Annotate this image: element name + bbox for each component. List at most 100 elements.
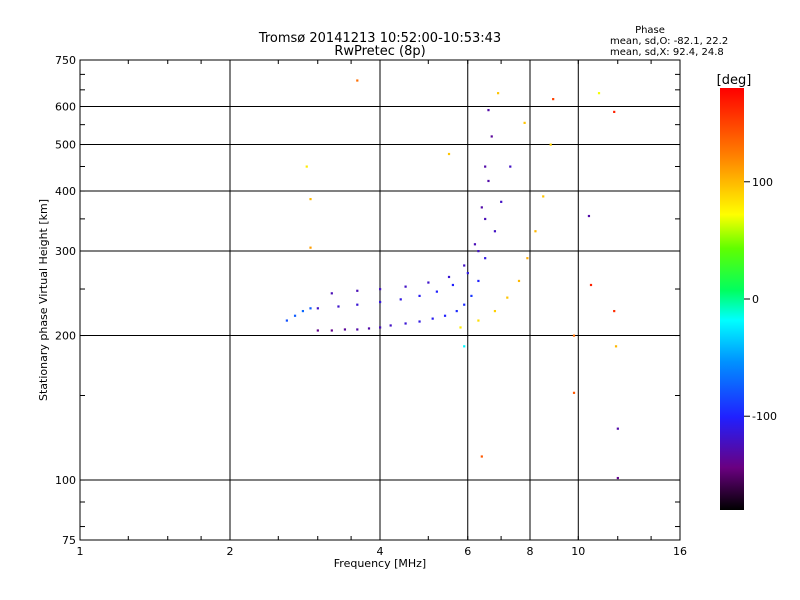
data-point xyxy=(316,307,319,310)
data-point xyxy=(473,243,477,246)
grid-lines xyxy=(80,60,680,540)
data-point xyxy=(613,309,616,313)
data-point xyxy=(480,206,483,209)
data-point xyxy=(379,288,382,291)
data-point xyxy=(506,296,509,299)
data-point xyxy=(285,319,288,322)
data-point xyxy=(572,334,576,337)
colorbar-tick-label: 0 xyxy=(752,293,759,306)
data-point xyxy=(367,327,371,330)
colorbar-tick-label: -100 xyxy=(752,410,777,423)
data-point xyxy=(484,257,487,260)
y-tick-label: 300 xyxy=(55,245,76,258)
x-axis-label: Frequency [MHz] xyxy=(334,557,426,570)
data-point xyxy=(552,98,555,101)
data-point xyxy=(330,329,333,332)
colorbar xyxy=(720,88,744,510)
data-point xyxy=(500,200,503,203)
data-point xyxy=(330,292,333,295)
x-tick-label: 10 xyxy=(571,545,585,558)
data-point xyxy=(477,279,480,283)
data-point xyxy=(463,264,466,267)
data-point xyxy=(487,179,490,183)
data-point xyxy=(517,279,521,283)
data-point xyxy=(451,283,455,287)
data-point xyxy=(597,92,601,95)
data-point xyxy=(309,307,312,310)
data-point xyxy=(293,314,297,317)
y-tick-label: 75 xyxy=(62,534,76,547)
data-point xyxy=(379,300,382,304)
data-point xyxy=(379,326,382,329)
data-point xyxy=(356,303,359,306)
data-point xyxy=(404,285,407,288)
data-point xyxy=(509,165,512,168)
data-point xyxy=(455,309,458,313)
y-tick-label: 500 xyxy=(55,139,76,152)
data-point xyxy=(523,121,526,124)
y-tick-label: 400 xyxy=(55,185,76,198)
data-point xyxy=(484,217,487,221)
data-point xyxy=(463,303,466,306)
chart-subtitle: RwPretec (8p) xyxy=(334,44,425,59)
data-point xyxy=(572,391,576,394)
y-tick-label: 600 xyxy=(55,101,76,114)
data-point xyxy=(418,294,421,297)
colorbar-ticks: 100 0 -100 xyxy=(744,176,777,423)
data-point xyxy=(447,152,451,156)
colorbar-label: [deg] xyxy=(717,73,752,88)
data-point xyxy=(431,317,434,320)
data-point xyxy=(316,329,319,332)
data-point xyxy=(587,214,591,218)
scatter-points xyxy=(285,79,619,480)
data-point xyxy=(459,326,462,329)
data-point xyxy=(487,109,490,112)
data-point xyxy=(443,314,447,317)
y-tick-label: 100 xyxy=(55,474,76,487)
data-point xyxy=(470,294,473,297)
y-tick-label: 200 xyxy=(55,330,76,343)
x-tick-label: 2 xyxy=(227,545,234,558)
data-point xyxy=(305,165,308,168)
data-point xyxy=(490,135,493,138)
data-point xyxy=(356,328,359,331)
data-point xyxy=(542,195,545,198)
axis-ticks xyxy=(79,59,680,540)
data-point xyxy=(480,455,483,458)
data-point xyxy=(616,476,619,480)
colorbar-tick-label: 100 xyxy=(752,176,773,189)
data-point xyxy=(484,165,487,168)
data-point xyxy=(404,322,407,325)
data-point xyxy=(616,427,619,430)
data-point xyxy=(466,271,469,275)
stats-x-line: mean, sd,X: 92.4, 24.8 xyxy=(610,47,724,58)
x-tick-label: 1 xyxy=(77,545,84,558)
data-point xyxy=(549,143,552,146)
tick-labels: 1 2 4 6 8 10 16 75 100 200 300 400 500 600 750 xyxy=(55,54,687,558)
data-point xyxy=(356,79,359,82)
data-point xyxy=(477,319,480,322)
chart-title: Tromsø 20141213 10:52:00-10:53:43 xyxy=(258,31,501,46)
x-tick-label: 16 xyxy=(673,545,687,558)
y-tick-label: 750 xyxy=(55,54,76,67)
data-point xyxy=(389,324,392,327)
data-point xyxy=(493,230,497,233)
data-point xyxy=(309,198,312,201)
data-point xyxy=(427,281,430,284)
data-point xyxy=(589,283,593,287)
y-axis-label: Stationary phase Virtual Height [km] xyxy=(37,199,50,401)
data-point xyxy=(343,328,347,331)
data-point xyxy=(447,275,451,279)
data-point xyxy=(526,257,529,260)
x-tick-label: 8 xyxy=(527,545,534,558)
data-point xyxy=(477,250,480,253)
data-point xyxy=(463,345,466,348)
stats-header: Phase xyxy=(635,25,665,36)
data-point xyxy=(435,290,438,293)
data-point xyxy=(614,345,618,348)
data-point xyxy=(337,305,340,308)
data-point xyxy=(399,298,402,301)
data-point xyxy=(418,320,421,323)
data-point xyxy=(534,230,537,233)
